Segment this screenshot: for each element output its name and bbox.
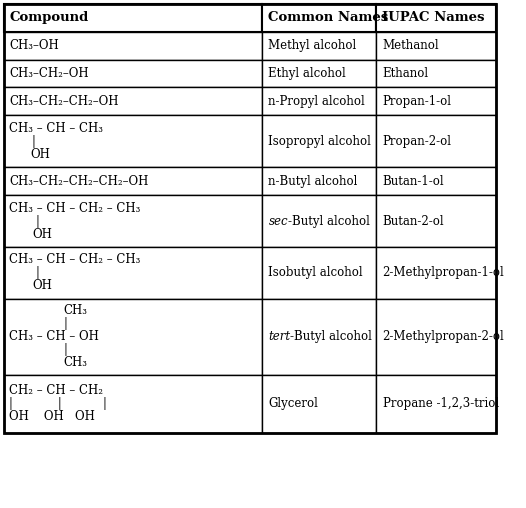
Bar	[4, 4, 495, 432]
Bar	[262, 115, 376, 167]
Text: 2-Methylpropan-2-ol: 2-Methylpropan-2-ol	[382, 330, 504, 343]
Bar	[376, 59, 495, 87]
Text: IUPAC Names: IUPAC Names	[382, 11, 484, 24]
Text: CH₃–CH₂–CH₂–CH₂–OH: CH₃–CH₂–CH₂–CH₂–OH	[9, 175, 148, 187]
Text: CH₃: CH₃	[63, 356, 87, 369]
Text: Butan-2-ol: Butan-2-ol	[382, 214, 444, 228]
Bar	[376, 4, 495, 31]
Bar	[4, 299, 262, 375]
Text: Propan-1-ol: Propan-1-ol	[382, 95, 452, 108]
Text: OH: OH	[33, 228, 53, 241]
Text: CH₃–CH₂–CH₂–OH: CH₃–CH₂–CH₂–OH	[9, 95, 119, 108]
Bar	[262, 299, 376, 375]
Text: |: |	[36, 267, 39, 279]
Text: Propane -1,2,3-triol: Propane -1,2,3-triol	[382, 397, 499, 410]
Text: CH₃ – CH – OH: CH₃ – CH – OH	[9, 330, 99, 343]
Text: 2-Methylpropan-1-ol: 2-Methylpropan-1-ol	[382, 267, 504, 279]
Bar	[376, 167, 495, 195]
Bar	[4, 375, 262, 432]
Bar	[262, 167, 376, 195]
Text: Methanol: Methanol	[382, 39, 439, 52]
Bar	[4, 87, 262, 115]
Bar	[376, 375, 495, 432]
Text: OH    OH   OH: OH OH OH	[9, 410, 95, 423]
Bar	[262, 59, 376, 87]
Text: n-Butyl alcohol: n-Butyl alcohol	[268, 175, 358, 187]
Bar	[376, 195, 495, 247]
Text: OH: OH	[33, 279, 53, 293]
Text: |: |	[32, 135, 36, 148]
Bar	[376, 87, 495, 115]
Text: CH₃ – CH – CH₃: CH₃ – CH – CH₃	[9, 122, 103, 135]
Text: CH₂ – CH – CH₂: CH₂ – CH – CH₂	[9, 384, 103, 397]
Text: tert: tert	[268, 330, 290, 343]
Text: Compound: Compound	[9, 11, 88, 24]
Text: CH₃ – CH – CH₂ – CH₃: CH₃ – CH – CH₂ – CH₃	[9, 253, 140, 267]
Text: OH: OH	[30, 148, 50, 161]
Bar	[4, 167, 262, 195]
Text: |: |	[36, 214, 39, 228]
Bar	[376, 247, 495, 299]
Bar	[4, 247, 262, 299]
Text: Propan-2-ol: Propan-2-ol	[382, 135, 452, 148]
Text: Glycerol: Glycerol	[268, 397, 318, 410]
Bar	[376, 299, 495, 375]
Text: Common Names: Common Names	[268, 11, 388, 24]
Bar	[4, 115, 262, 167]
Text: Butan-1-ol: Butan-1-ol	[382, 175, 444, 187]
Text: Ethanol: Ethanol	[382, 67, 429, 80]
Bar	[262, 87, 376, 115]
Bar	[376, 31, 495, 59]
Text: |            |           |: | | |	[9, 397, 107, 410]
Text: sec: sec	[268, 214, 288, 228]
Text: -Butyl alcohol: -Butyl alcohol	[290, 330, 372, 343]
Text: CH₃ – CH – CH₂ – CH₃: CH₃ – CH – CH₂ – CH₃	[9, 202, 140, 214]
Text: Ethyl alcohol: Ethyl alcohol	[268, 67, 346, 80]
Bar	[4, 59, 262, 87]
Text: Isopropyl alcohol: Isopropyl alcohol	[268, 135, 371, 148]
Bar	[262, 4, 376, 31]
Text: CH₃–CH₂–OH: CH₃–CH₂–OH	[9, 67, 89, 80]
Bar	[4, 31, 262, 59]
Bar	[262, 375, 376, 432]
Bar	[262, 247, 376, 299]
Text: Isobutyl alcohol: Isobutyl alcohol	[268, 267, 363, 279]
Bar	[4, 195, 262, 247]
Text: |: |	[63, 318, 67, 330]
Text: -Butyl alcohol: -Butyl alcohol	[288, 214, 370, 228]
Bar	[4, 4, 262, 31]
Text: |: |	[63, 343, 67, 356]
Bar	[376, 115, 495, 167]
Text: CH₃: CH₃	[63, 304, 87, 318]
Bar	[262, 31, 376, 59]
Text: CH₃–OH: CH₃–OH	[9, 39, 59, 52]
Text: n-Propyl alcohol: n-Propyl alcohol	[268, 95, 365, 108]
Text: Methyl alcohol: Methyl alcohol	[268, 39, 357, 52]
Bar	[262, 195, 376, 247]
